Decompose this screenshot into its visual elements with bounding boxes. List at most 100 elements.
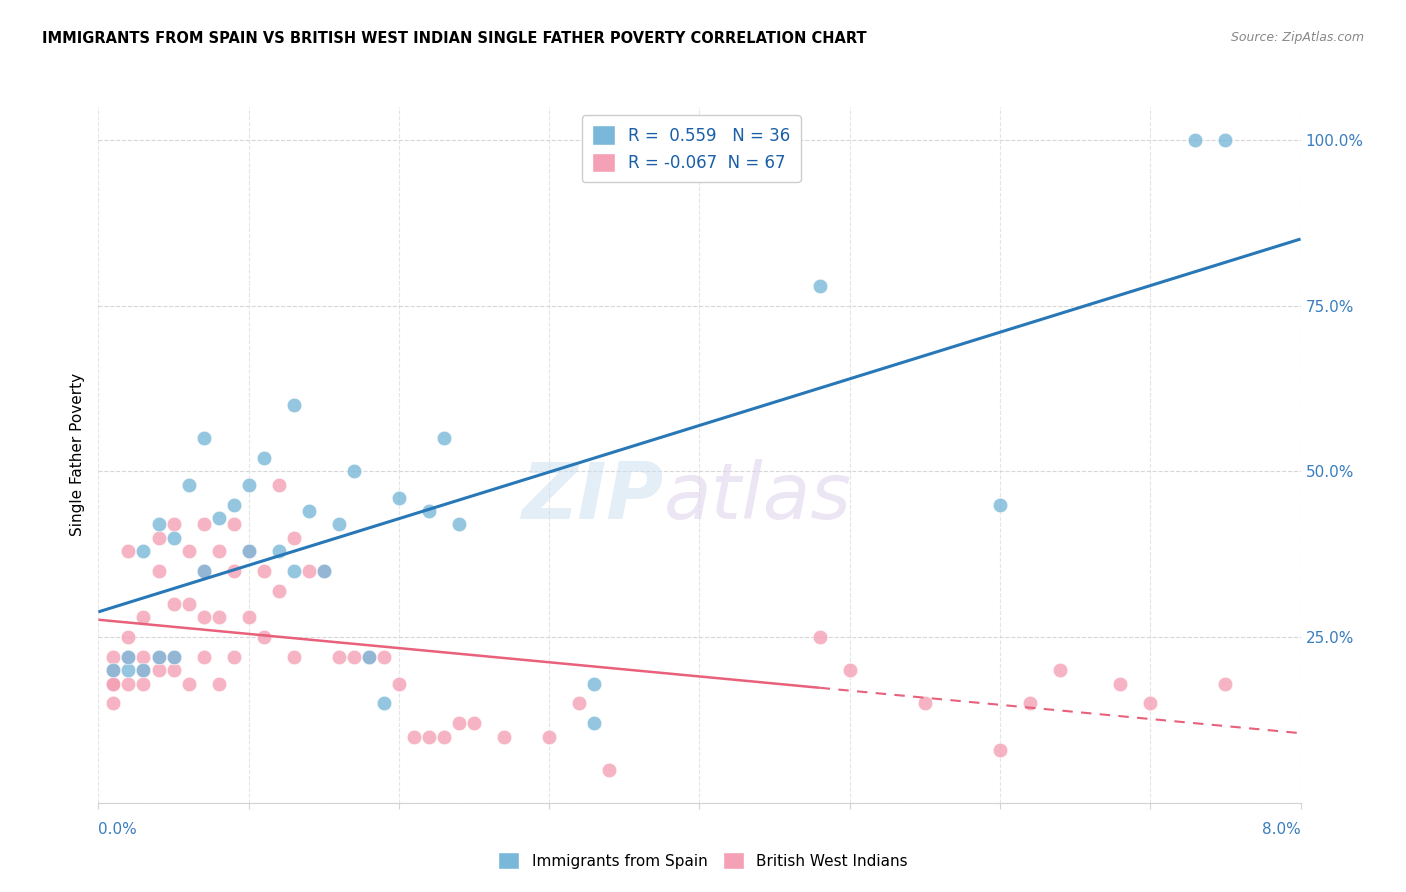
Point <box>177 597 200 611</box>
Point <box>148 663 170 677</box>
Point <box>148 650 170 665</box>
Point <box>253 451 276 466</box>
Point <box>1215 676 1237 690</box>
Text: 8.0%: 8.0% <box>1261 822 1301 837</box>
Point <box>357 650 380 665</box>
Point <box>208 511 231 525</box>
Point <box>267 544 290 558</box>
Point <box>162 663 184 677</box>
Point <box>494 730 516 744</box>
Point <box>117 630 139 644</box>
Text: Source: ZipAtlas.com: Source: ZipAtlas.com <box>1230 31 1364 45</box>
Point <box>373 697 395 711</box>
Point <box>103 697 125 711</box>
Point <box>103 676 125 690</box>
Point <box>838 663 860 677</box>
Point <box>283 531 305 545</box>
Point <box>298 504 321 518</box>
Point <box>132 650 155 665</box>
Point <box>447 716 470 731</box>
Point <box>193 564 215 578</box>
Point <box>808 279 831 293</box>
Point <box>132 544 155 558</box>
Point <box>148 531 170 545</box>
Point <box>808 630 831 644</box>
Point <box>1019 697 1042 711</box>
Point <box>583 716 606 731</box>
Point <box>222 564 245 578</box>
Point <box>1049 663 1071 677</box>
Point <box>103 676 125 690</box>
Point <box>1184 133 1206 147</box>
Point <box>193 564 215 578</box>
Point <box>988 498 1011 512</box>
Point <box>283 564 305 578</box>
Point <box>222 517 245 532</box>
Point <box>283 398 305 412</box>
Point <box>193 517 215 532</box>
Point <box>418 730 440 744</box>
Point <box>312 564 335 578</box>
Legend: R =  0.559   N = 36, R = -0.067  N = 67: R = 0.559 N = 36, R = -0.067 N = 67 <box>582 115 800 182</box>
Point <box>117 650 139 665</box>
Point <box>357 650 380 665</box>
Point <box>598 763 620 777</box>
Point <box>208 676 231 690</box>
Legend: Immigrants from Spain, British West Indians: Immigrants from Spain, British West Indi… <box>492 846 914 875</box>
Point <box>1215 133 1237 147</box>
Point <box>162 650 184 665</box>
Text: IMMIGRANTS FROM SPAIN VS BRITISH WEST INDIAN SINGLE FATHER POVERTY CORRELATION C: IMMIGRANTS FROM SPAIN VS BRITISH WEST IN… <box>42 31 868 46</box>
Point <box>177 477 200 491</box>
Point <box>463 716 485 731</box>
Y-axis label: Single Father Poverty: Single Father Poverty <box>70 374 86 536</box>
Point <box>328 650 350 665</box>
Point <box>162 517 184 532</box>
Point <box>132 663 155 677</box>
Text: atlas: atlas <box>664 458 851 534</box>
Point <box>208 544 231 558</box>
Point <box>177 676 200 690</box>
Point <box>148 650 170 665</box>
Point <box>148 517 170 532</box>
Point <box>162 650 184 665</box>
Point <box>193 650 215 665</box>
Point <box>283 650 305 665</box>
Point <box>117 650 139 665</box>
Point <box>312 564 335 578</box>
Point <box>103 663 125 677</box>
Point <box>132 663 155 677</box>
Point <box>373 650 395 665</box>
Point <box>117 663 139 677</box>
Point <box>222 650 245 665</box>
Point <box>1109 676 1132 690</box>
Point <box>388 676 411 690</box>
Point <box>433 730 456 744</box>
Point <box>267 583 290 598</box>
Point <box>388 491 411 505</box>
Point <box>162 597 184 611</box>
Point <box>253 630 276 644</box>
Point <box>193 431 215 445</box>
Point <box>253 564 276 578</box>
Point <box>568 697 591 711</box>
Point <box>238 477 260 491</box>
Point <box>418 504 440 518</box>
Point <box>402 730 425 744</box>
Point <box>433 431 456 445</box>
Point <box>208 610 231 624</box>
Point <box>328 517 350 532</box>
Point <box>162 531 184 545</box>
Point <box>538 730 561 744</box>
Point <box>343 465 366 479</box>
Point <box>177 544 200 558</box>
Point <box>117 676 139 690</box>
Point <box>1139 697 1161 711</box>
Point <box>583 676 606 690</box>
Point <box>447 517 470 532</box>
Point <box>117 544 139 558</box>
Point <box>193 610 215 624</box>
Point <box>343 650 366 665</box>
Text: 0.0%: 0.0% <box>98 822 138 837</box>
Point <box>222 498 245 512</box>
Point <box>298 564 321 578</box>
